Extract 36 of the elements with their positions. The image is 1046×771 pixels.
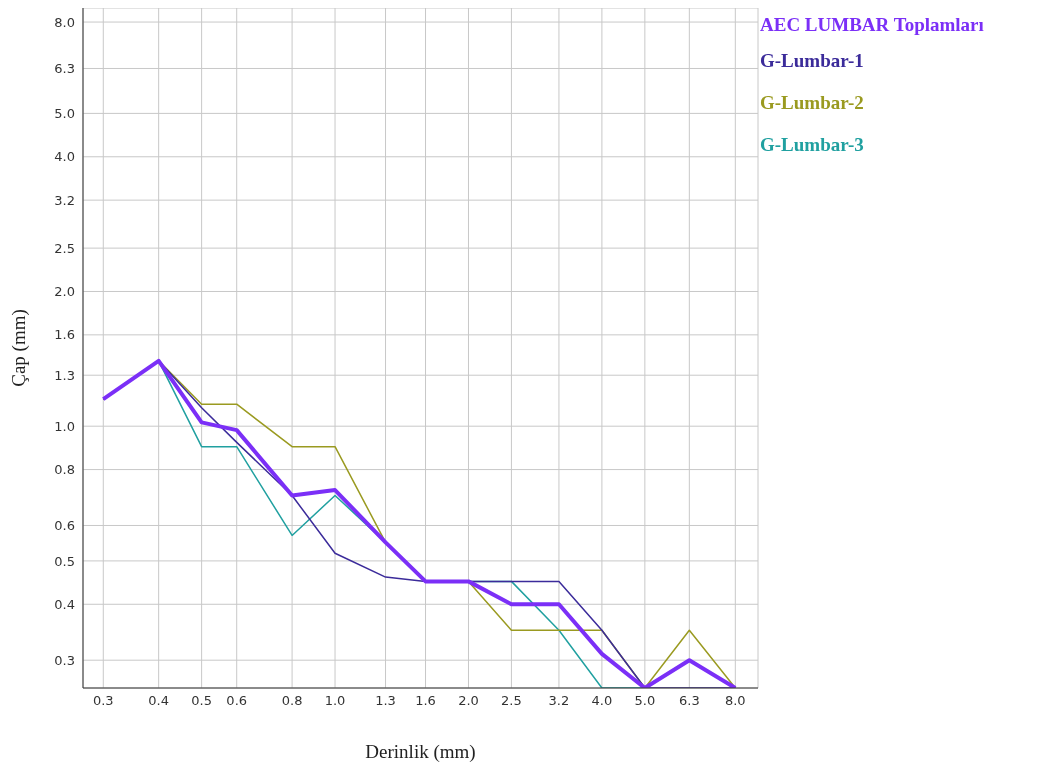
x-tick-label: 1.0 [324, 693, 346, 709]
x-tick-label: 8.0 [724, 693, 746, 709]
x-tick-label: 1.6 [415, 693, 436, 709]
y-tick-label: 3.2 [54, 192, 75, 208]
text: AEC LUMBAR Toplamları [760, 14, 984, 36]
y-tick-label: 5.0 [54, 106, 75, 122]
y-tick-label: 0.6 [54, 518, 75, 534]
y-tick-label: 2.0 [54, 284, 75, 300]
y-tick-label: 2.5 [54, 240, 75, 256]
x-tick-label: 0.6 [226, 693, 248, 709]
text: G-Lumbar-2 [760, 92, 865, 114]
text: G-Lumbar-3 [760, 134, 865, 156]
x-axis-title: Derinlik (mm) [365, 741, 476, 763]
x-tick-label: 0.3 [92, 693, 114, 709]
text: G-Lumbar-1 [760, 50, 865, 72]
x-tick-label: 3.2 [548, 693, 570, 709]
y-tick-label: 0.5 [54, 553, 75, 569]
x-tick-label: 5.0 [634, 693, 656, 709]
x-tick-label: 0.5 [191, 693, 212, 709]
y-tick-label: 6.3 [54, 61, 75, 77]
y-axis-title: Çap (mm) [7, 309, 30, 387]
x-tick-label: 2.5 [501, 693, 522, 709]
x-tick-label: 0.8 [281, 693, 303, 709]
y-tick-label: 1.3 [54, 367, 75, 383]
y-tick-label: 1.0 [54, 418, 75, 434]
x-tick-label: 2.0 [458, 693, 479, 709]
x-tick-label: 0.4 [148, 693, 169, 709]
y-tick-label: 4.0 [54, 149, 75, 165]
x-tick-label: 6.3 [679, 693, 700, 709]
x-tick-label: 4.0 [591, 693, 613, 709]
x-tick-label: 1.3 [375, 693, 396, 709]
y-tick-label: 0.8 [54, 462, 75, 478]
y-tick-label: 0.4 [54, 596, 75, 612]
y-tick-label: 1.6 [54, 327, 75, 343]
y-tick-label: 0.3 [54, 652, 75, 668]
y-tick-label: 8.0 [54, 14, 75, 30]
